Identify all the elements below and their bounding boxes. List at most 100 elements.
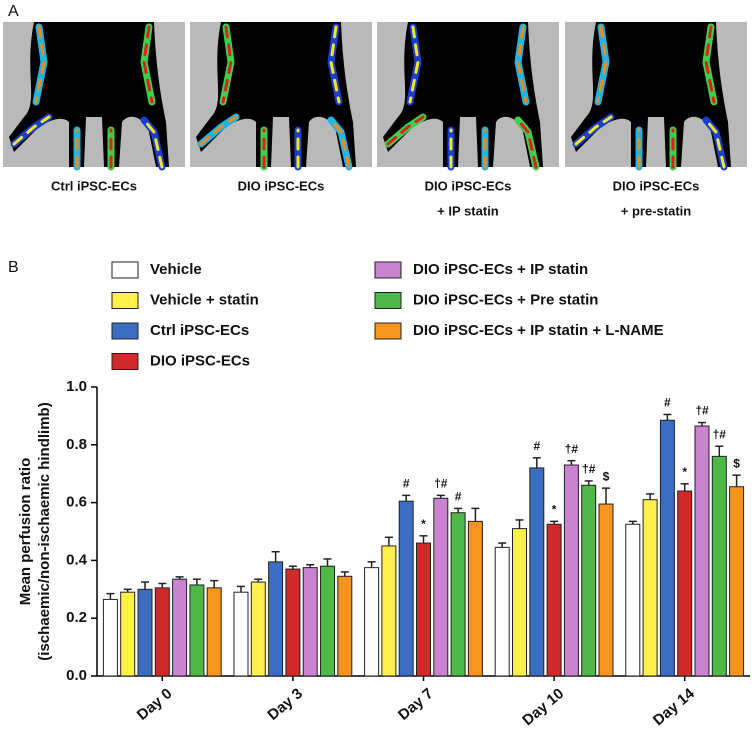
bar (172, 578, 188, 677)
y-axis-label: Mean perfusion ratio (17, 458, 34, 606)
legend-label: DIO iPSC-ECs (150, 352, 250, 369)
legend-swatch (374, 292, 402, 309)
y-tick-label: 0.8 (66, 436, 87, 453)
legend-label: DIO iPSC-ECs + IP statin (413, 261, 588, 278)
significance-mark: * (421, 517, 426, 531)
bar (642, 499, 658, 677)
significance-mark: †# (713, 427, 727, 441)
perfusion-signal (199, 115, 238, 146)
perfusion-signal (704, 118, 726, 169)
image-caption: DIO iPSC-ECs (613, 178, 700, 193)
significance-mark: †# (434, 477, 448, 491)
significance-mark: * (682, 465, 687, 479)
silhouette (196, 22, 356, 167)
bar (416, 542, 431, 677)
significance-mark: # (455, 490, 462, 504)
bar (285, 568, 301, 677)
bar (677, 490, 693, 677)
significance-mark: †# (565, 442, 579, 456)
x-tick-label: Day 10 (519, 685, 567, 729)
bar (450, 512, 466, 677)
image-caption: + pre-statin (621, 203, 691, 218)
image-caption: Ctrl iPSC-ECs (51, 178, 137, 193)
silhouette (383, 22, 543, 167)
legend-swatch (111, 292, 139, 309)
legend-label: Vehicle (150, 261, 202, 278)
perfusion-signal (34, 25, 46, 104)
legend-label: DIO iPSC-ECs + Pre statin (413, 291, 598, 308)
laser-doppler-images (3, 22, 747, 171)
bar (659, 419, 675, 677)
perfusion-signal (704, 25, 716, 104)
perfusion-signal (574, 115, 613, 146)
bar (102, 598, 118, 677)
perfusion-signal (329, 118, 351, 169)
significance-mark: # (403, 477, 410, 491)
bar (711, 455, 727, 677)
silhouette (571, 22, 731, 167)
y-tick-label: 0.6 (66, 494, 87, 511)
perfusion-signal (516, 118, 538, 169)
perfusion-signal (408, 25, 420, 104)
bar (154, 587, 170, 677)
bar (398, 500, 414, 677)
significance-mark: †# (582, 462, 596, 476)
panel-label: B (8, 259, 19, 276)
bar (320, 565, 335, 677)
bar (250, 581, 266, 677)
image-caption: + IP statin (437, 203, 499, 218)
bar (268, 561, 284, 677)
significance-mark: # (664, 396, 671, 410)
legend-swatch (111, 353, 139, 370)
significance-mark: # (533, 439, 540, 453)
bar (494, 546, 510, 677)
legend-label: Vehicle + statin (150, 291, 259, 308)
y-axis-label: (ischaemic/non-ischaemic hindlimb) (36, 402, 53, 660)
significance-mark: * (552, 503, 557, 517)
perfusion-signal (142, 25, 154, 104)
perfusion-signal (329, 25, 341, 104)
legend-swatch (111, 261, 139, 279)
image-caption: DIO iPSC-ECs (425, 178, 512, 193)
perfusion-signal (221, 25, 233, 104)
bar (563, 464, 579, 677)
x-tick-label: Day 7 (395, 685, 437, 724)
silhouette (9, 22, 169, 167)
bar (189, 584, 205, 677)
legend-swatch (374, 261, 402, 279)
bar (381, 545, 397, 677)
bar (546, 523, 562, 677)
bar (581, 484, 597, 677)
perfusion-signal (386, 115, 425, 146)
bar (529, 467, 545, 677)
bar (337, 575, 353, 677)
perfusion-signal (12, 115, 51, 146)
bar (467, 520, 483, 677)
bar (137, 588, 153, 677)
y-tick-label: 1.0 (66, 378, 87, 395)
bar (512, 528, 527, 677)
bar (233, 591, 249, 677)
perfusion-signal (516, 25, 528, 104)
x-tick-label: Day 14 (650, 685, 698, 730)
legend-swatch (111, 322, 139, 340)
bar (120, 591, 136, 677)
perfusion-signal (596, 25, 608, 104)
perfusion-signal (142, 118, 164, 169)
significance-mark: $ (733, 456, 740, 470)
panel-label: A (8, 3, 19, 20)
bar (364, 567, 380, 677)
significance-mark: $ (603, 469, 610, 483)
bar (694, 425, 710, 677)
bar (729, 486, 745, 677)
bar (302, 567, 318, 677)
y-tick-label: 0.0 (66, 667, 87, 684)
legend-swatch (374, 322, 402, 340)
x-tick-label: Day 0 (134, 685, 176, 724)
significance-mark: †# (695, 404, 709, 418)
legend-label: DIO iPSC-ECs + IP statin + L-NAME (413, 322, 664, 339)
y-tick-label: 0.2 (66, 609, 87, 626)
bar (206, 587, 222, 677)
bar (433, 497, 449, 677)
